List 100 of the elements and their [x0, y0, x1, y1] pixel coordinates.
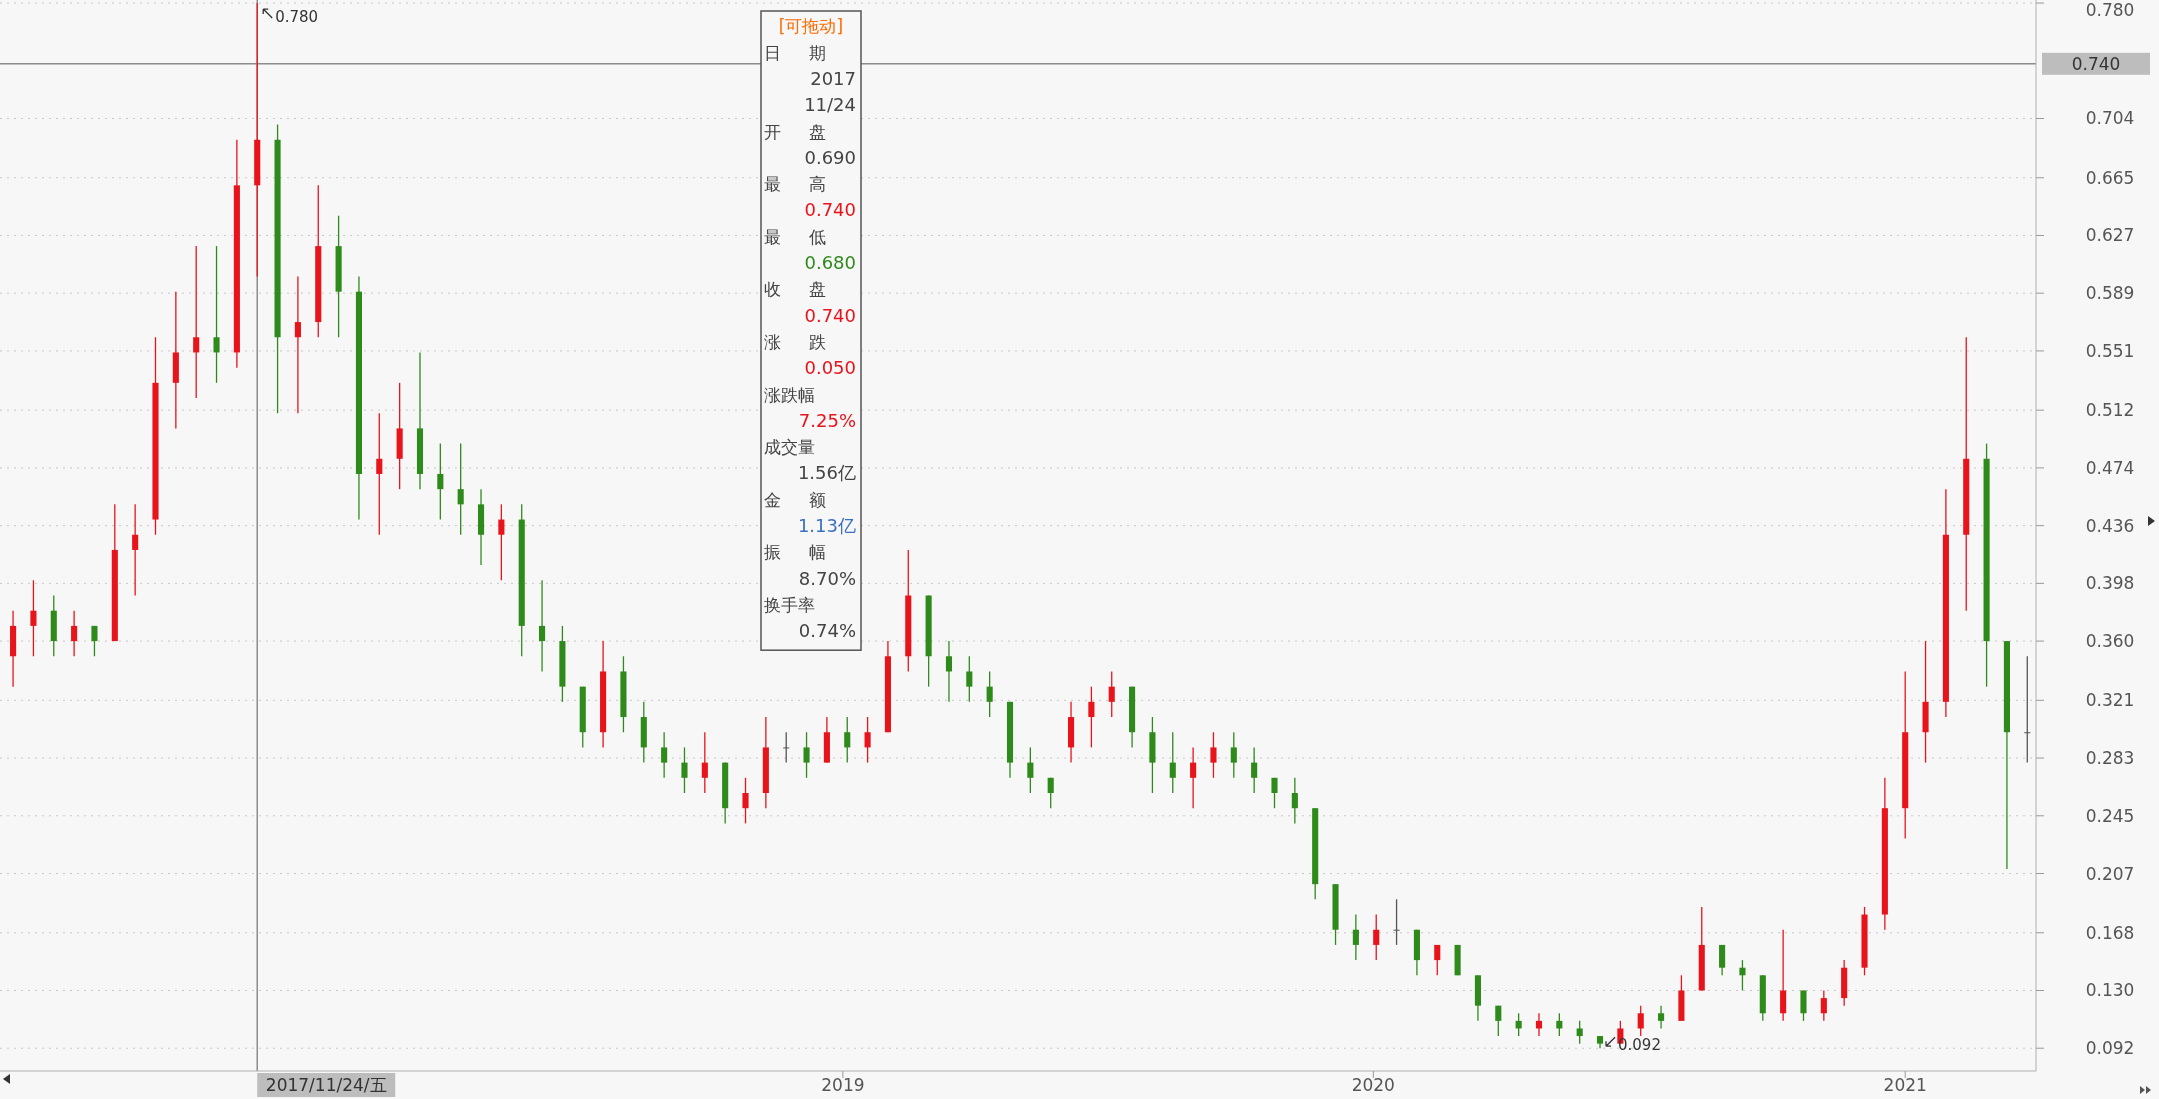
annotation: [可拖动] [778, 16, 844, 37]
candlestick [1780, 929, 1787, 1022]
candlestick [1576, 1020, 1583, 1045]
text: 日期 [764, 42, 826, 63]
candlestick [1251, 746, 1258, 794]
candlestick [1027, 746, 1034, 794]
candlestick [1535, 1012, 1543, 1037]
text: 金额 [764, 489, 826, 510]
candlestick [1495, 1005, 1502, 1037]
y-tick-label: 0.589 [2085, 283, 2135, 304]
text: 收盘 [764, 279, 826, 300]
y-tick-label: 0.551 [2085, 340, 2135, 361]
candlestick [661, 731, 668, 779]
annotation: 0.050 [804, 357, 856, 379]
candlestick [945, 640, 953, 703]
candlestick [1271, 777, 1278, 809]
annotation: 1.56亿 [797, 462, 856, 484]
candlestick [864, 716, 871, 764]
candlestick [498, 503, 505, 581]
candlestick [1515, 1012, 1522, 1037]
text: 最高 [764, 174, 826, 195]
y-tick-label: 0.360 [2085, 631, 2135, 652]
candlestick [701, 731, 708, 794]
annotation: 0.780 [275, 8, 319, 27]
candlestick [2024, 655, 2031, 764]
annotation: 成交量 [764, 437, 815, 458]
candlestick [1800, 989, 1807, 1022]
candlestick [30, 579, 37, 657]
candlestick [193, 245, 200, 399]
candlestick [803, 731, 810, 779]
candlestick [986, 670, 993, 718]
y-tick-label: 0.245 [2085, 805, 2135, 826]
candlestick [71, 610, 78, 657]
y-tick-label: 0.665 [2085, 167, 2135, 188]
y-tick-label: 0.627 [2085, 225, 2135, 246]
candlestick [1352, 913, 1359, 961]
annotation: 8.70% [798, 567, 856, 589]
candlestick [437, 442, 444, 521]
candlestick [1108, 670, 1115, 718]
y-tick-label: 0.780 [2085, 0, 2135, 20]
y-tick-label: 0.474 [2085, 457, 2135, 478]
candlestick [1658, 1005, 1665, 1030]
candlestick [1556, 1012, 1563, 1037]
candlestick [966, 655, 973, 703]
candlestick [1637, 1005, 1644, 1037]
candlestick [539, 579, 546, 673]
y-tick-label: 0.321 [2085, 690, 2135, 711]
y-tick-label: 0.168 [2085, 922, 2135, 943]
text: 振幅 [764, 542, 826, 563]
candlestick [1210, 731, 1217, 779]
annotation: 7.25% [798, 409, 856, 431]
candlestick [1190, 746, 1197, 809]
candlestick [213, 245, 220, 384]
annotation: 换手率 [764, 594, 815, 615]
annotation: 0.092 [1618, 1036, 1661, 1055]
candlestick [783, 731, 790, 764]
candlestick [1393, 898, 1400, 946]
candlestick [376, 412, 383, 536]
candlestick [1169, 731, 1176, 794]
y-tick-label: 0.512 [2085, 400, 2135, 421]
candlestick [457, 442, 464, 536]
y-tick-label: 0.398 [2085, 573, 2135, 594]
annotation: 0.690 [804, 146, 856, 168]
y-tick-label: 0.130 [2085, 980, 2135, 1001]
candlestick [1739, 959, 1746, 992]
y-tick-label: 0.436 [2085, 515, 2135, 536]
candlestick [91, 625, 98, 657]
candlestick [1230, 731, 1237, 779]
text: 涨跌 [764, 331, 826, 352]
x-tick-label: 2019 [821, 1075, 865, 1095]
x-tick-label: 2021 [1883, 1075, 1927, 1095]
text: 开盘 [764, 121, 826, 142]
annotation: 0.74% [798, 620, 856, 642]
annotation: 11/24 [804, 94, 856, 116]
y-tick-label: 0.283 [2085, 748, 2135, 769]
candlestick [132, 503, 139, 597]
candlestick [742, 777, 749, 825]
annotation: 涨跌幅 [764, 384, 815, 405]
y-tick-label: 0.207 [2085, 863, 2135, 884]
annotation: 0.680 [804, 252, 856, 273]
annotation: 1.13亿 [797, 515, 856, 536]
ref-line-label: 0.740 [2071, 53, 2121, 74]
text: 最低 [764, 226, 826, 247]
ref-line-label: 2017/11/24/五 [265, 1075, 387, 1095]
candlestick [294, 275, 301, 414]
annotation: 0.740 [804, 199, 856, 221]
candlestick [1820, 989, 1827, 1022]
y-tick-label: 0.092 [2085, 1038, 2135, 1059]
candlestick [1434, 944, 1441, 976]
annotation: 0.740 [804, 304, 856, 326]
candlestick [1291, 777, 1298, 825]
candlestick [1719, 944, 1726, 976]
y-tick-label: 0.704 [2085, 108, 2135, 129]
x-tick-label: 2020 [1351, 1075, 1395, 1095]
candlestick [1088, 686, 1095, 749]
candlestick [844, 716, 851, 764]
candlestick [1047, 777, 1054, 809]
candlestick [1373, 913, 1380, 961]
candlestick [681, 746, 688, 794]
annotation: 2017 [810, 67, 856, 89]
